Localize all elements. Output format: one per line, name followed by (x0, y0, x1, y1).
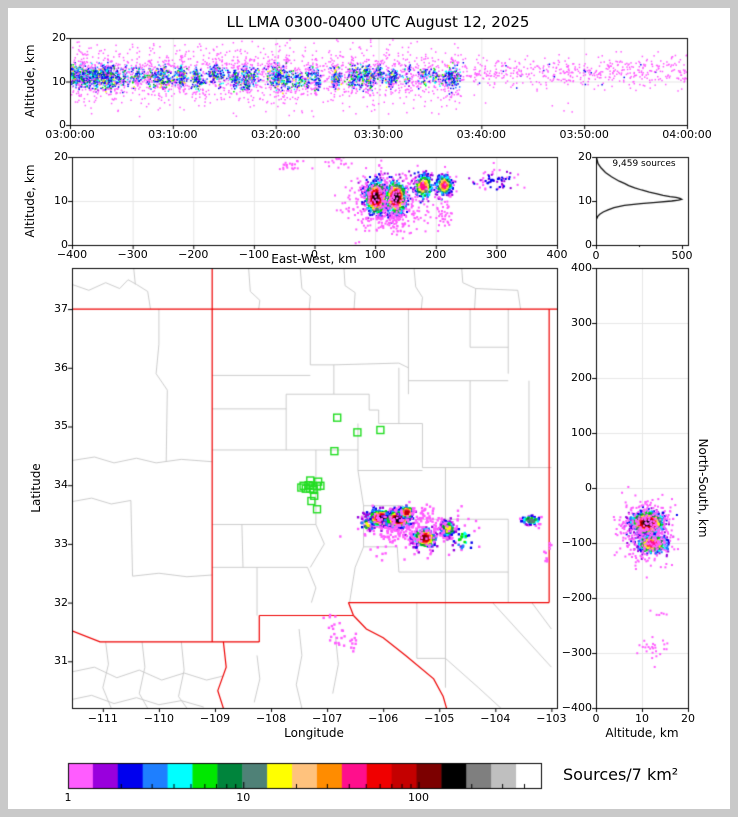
p1-altitude-tick: 0 (59, 118, 66, 131)
time-axis-tick: 03:40:00 (456, 128, 507, 141)
histogram-altitude-tick: 0 (585, 238, 592, 251)
ew-axis-tick: 0 (311, 248, 318, 261)
ew-axis-tick: 300 (485, 248, 507, 261)
ns-altitude-tick: 20 (681, 712, 695, 725)
histogram-altitude-tick: 10 (578, 194, 592, 207)
longitude-tick: −105 (424, 712, 455, 725)
colorbar-tick: 100 (408, 791, 429, 804)
time-axis-tick: 03:20:00 (250, 128, 301, 141)
north-south-tick: −400 (561, 701, 592, 714)
latitude-tick: 37 (54, 302, 68, 316)
ew-height-xlabel: East-West, km (271, 252, 357, 266)
latitude-tick: 33 (54, 536, 68, 550)
p2-altitude-tick: 0 (61, 238, 68, 251)
time-axis-tick: 03:30:00 (353, 128, 404, 141)
ew-axis-tick: 100 (364, 248, 386, 261)
ew-axis-tick: −400 (56, 248, 88, 261)
north-south-tick: 400 (571, 261, 592, 274)
time-axis-tick: 03:00:00 (45, 128, 95, 141)
longitude-tick: −106 (368, 712, 399, 725)
latitude-tick: 35 (54, 419, 68, 433)
north-south-tick: 0 (585, 481, 592, 494)
latitude-tick: 32 (54, 595, 68, 609)
time-axis-tick: 03:50:00 (559, 128, 609, 141)
histogram-sources-annotation: 9,459 sources (612, 159, 676, 169)
north-south-tick: −100 (561, 536, 592, 549)
time-axis-tick: 04:00:00 (662, 128, 712, 141)
ns-height-xlabel: Altitude, km (605, 726, 679, 740)
figure-title: LL LMA 0300-0400 UTC August 12, 2025 (226, 13, 530, 31)
ns-altitude-tick: 10 (635, 712, 649, 725)
p1-altitude-tick: 10 (52, 74, 66, 88)
north-south-tick: 100 (571, 426, 592, 439)
time-axis-tick: 03:10:00 (148, 128, 198, 141)
ew-axis-tick: 400 (546, 248, 568, 261)
longitude-tick: −104 (480, 712, 511, 725)
longitude-tick: −107 (312, 712, 343, 725)
colorbar-label: Sources/7 km² (563, 765, 679, 784)
latitude-tick: 36 (54, 360, 68, 374)
map-xlabel: Longitude (284, 726, 344, 740)
longitude-tick: −103 (536, 712, 567, 725)
ew-axis-tick: 200 (425, 248, 447, 261)
histogram-altitude-tick: 20 (578, 150, 592, 163)
latitude-tick: 34 (54, 478, 68, 492)
north-south-tick: 200 (571, 371, 592, 384)
p2-altitude-tick: 10 (54, 194, 68, 207)
longitude-tick: −110 (143, 712, 175, 725)
longitude-tick: −108 (255, 712, 287, 725)
longitude-tick: −109 (199, 712, 231, 725)
colorbar-tick: 1 (64, 791, 72, 804)
p1-altitude-tick: 20 (52, 31, 66, 44)
ew-axis-tick: −200 (178, 248, 209, 261)
ew-axis-tick: −100 (238, 248, 269, 261)
colorbar-tick: 10 (236, 791, 251, 804)
p2-altitude-tick: 20 (54, 150, 68, 163)
north-south-tick: 300 (571, 316, 592, 329)
north-south-tick: −200 (561, 591, 592, 604)
ns-altitude-tick: 0 (592, 712, 600, 725)
ew-axis-tick: −300 (117, 248, 148, 261)
histogram-count-tick: 0 (592, 249, 600, 262)
ns-height-ylabel: North-South, km (696, 438, 710, 538)
latitude-tick: 31 (54, 654, 68, 668)
histogram-count-tick: 500 (671, 249, 693, 262)
longitude-tick: −111 (87, 712, 118, 725)
north-south-tick: −300 (561, 646, 592, 659)
